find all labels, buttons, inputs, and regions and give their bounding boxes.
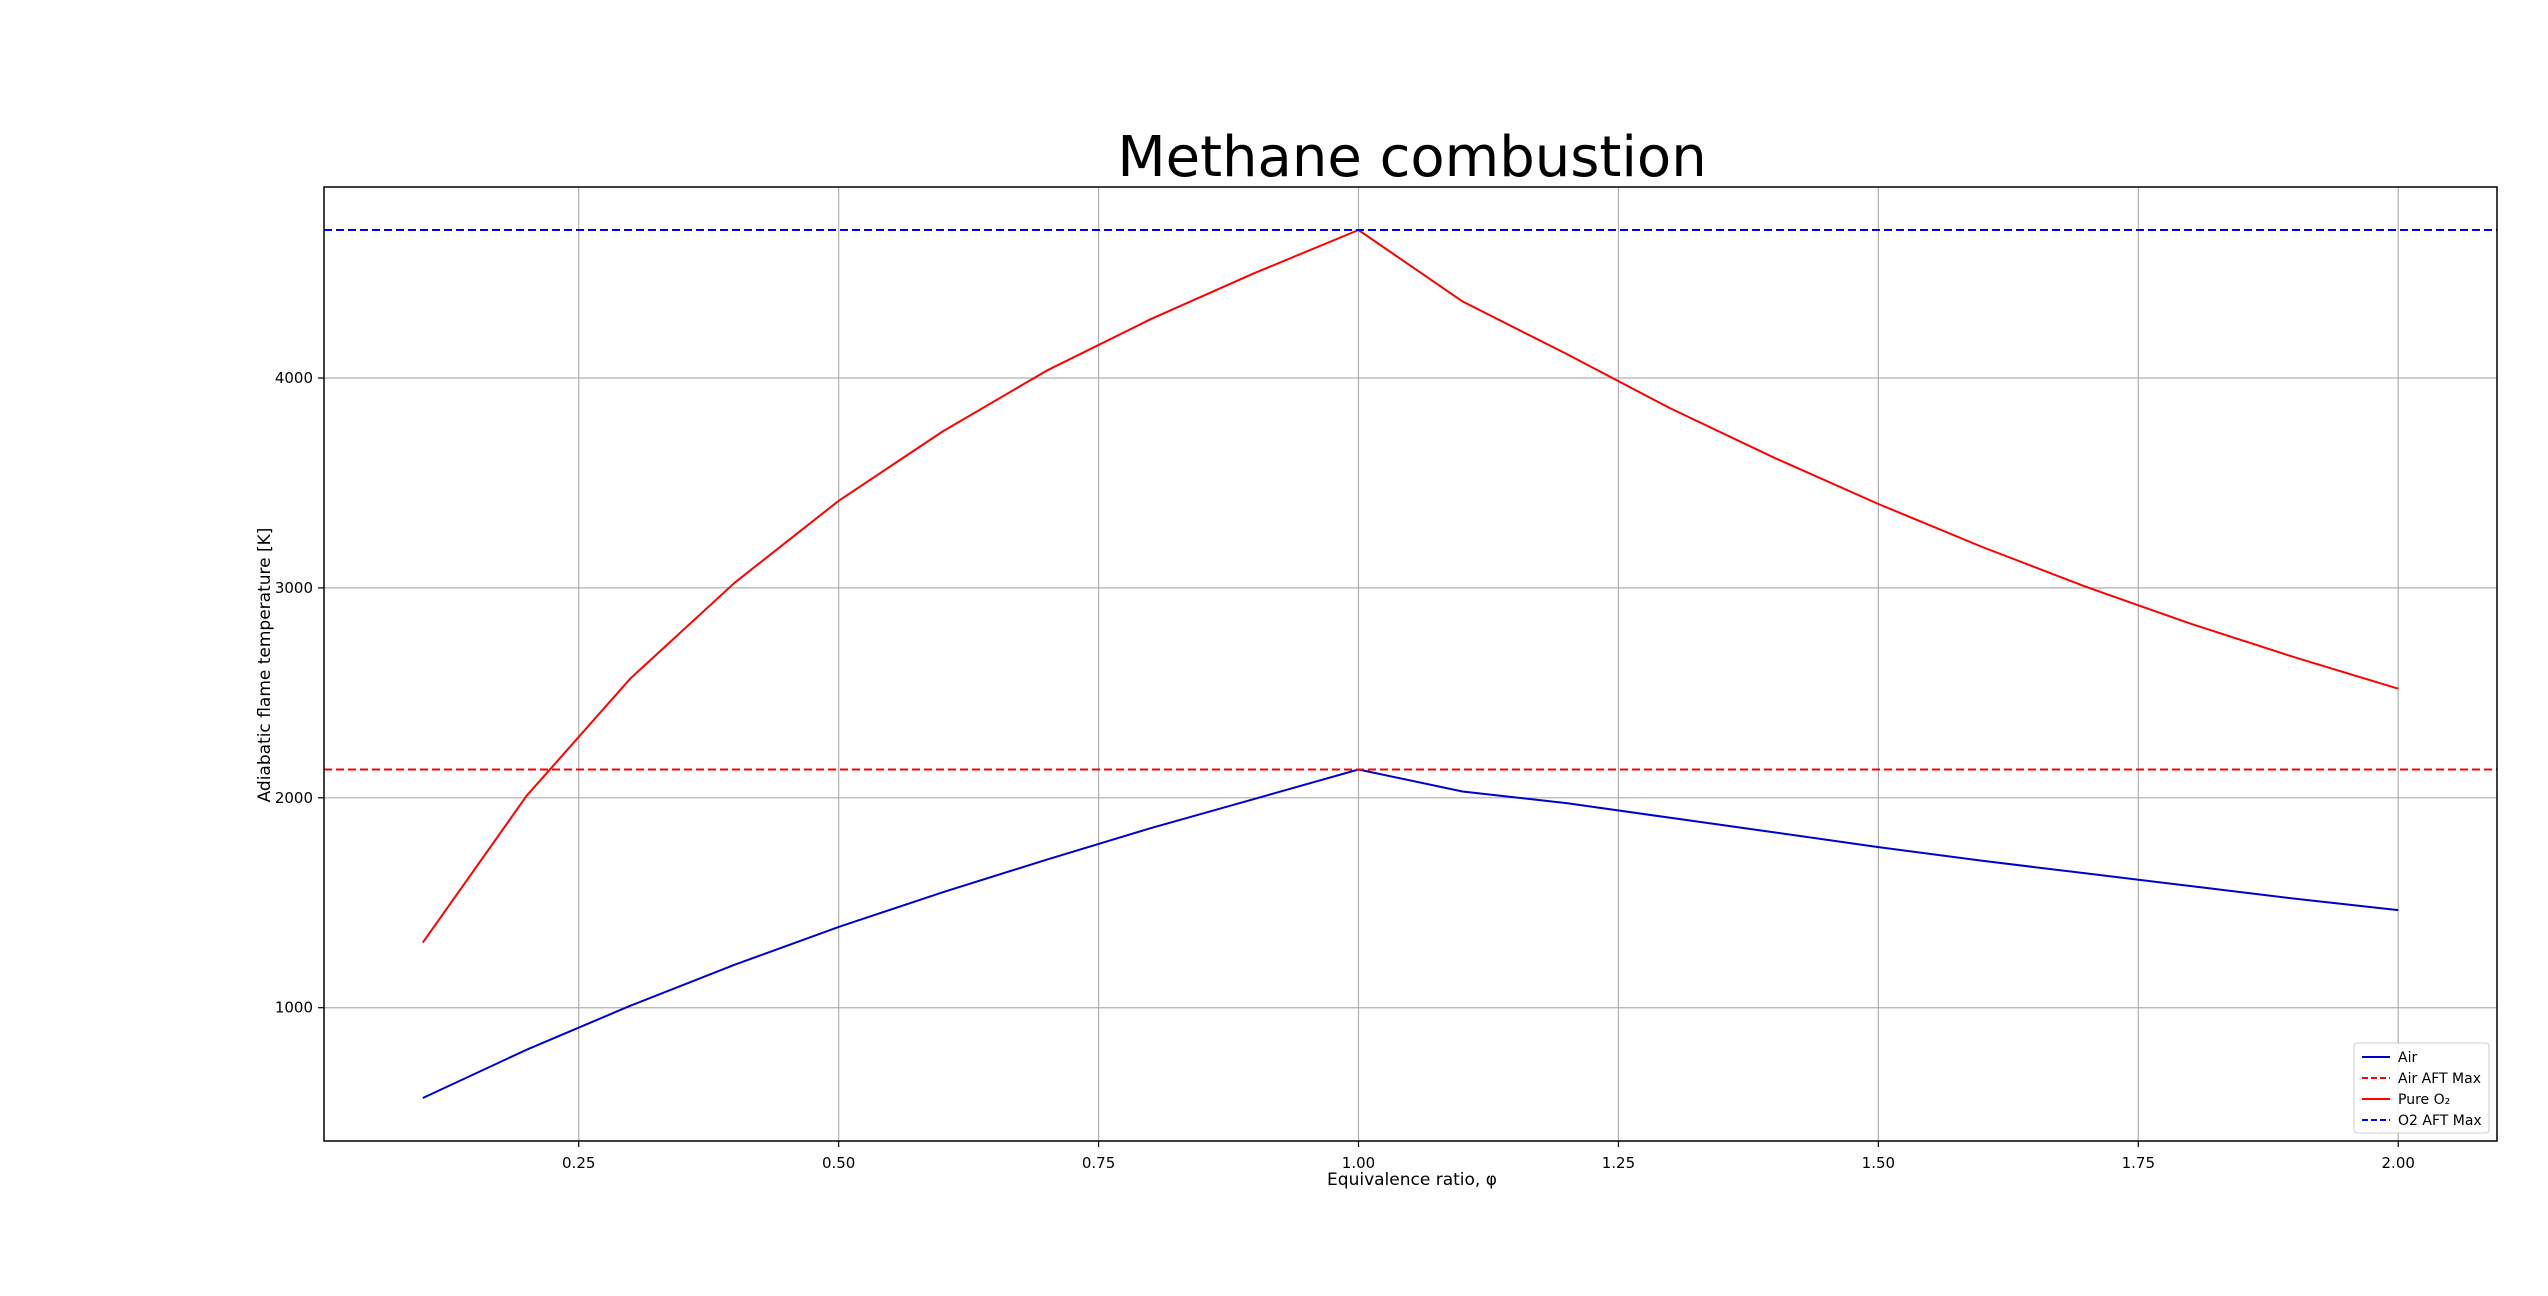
legend-entry: Air AFT Max	[2398, 1071, 2481, 1087]
legend: Air Air AFT Max Pure O₂ O2 AFT Max	[2353, 1042, 2490, 1134]
series-lines	[324, 229, 2497, 1099]
x-tick-label: 0.75	[1082, 1154, 1115, 1172]
y-tick-label: 1000	[275, 999, 313, 1017]
x-tick-label: 0.50	[822, 1154, 855, 1172]
x-tick-label: 1.25	[1602, 1154, 1635, 1172]
chart-title: Methane combustion	[1117, 125, 1706, 190]
plot-area	[323, 186, 2498, 1142]
legend-entry: Pure O₂	[2398, 1092, 2450, 1108]
series-pure-o	[421, 229, 2399, 944]
y-axis: 1000 2000 3000 4000	[275, 369, 324, 1017]
y-tick-label: 2000	[275, 789, 313, 807]
y-tick-label: 4000	[275, 369, 313, 387]
x-axis: 0.25 0.50 0.75 1.00 1.25 1.50 1.75 2.00	[562, 1141, 2415, 1172]
x-tick-label: 2.00	[2382, 1154, 2415, 1172]
series-air	[422, 768, 2399, 1099]
x-axis-label: Equivalence ratio, φ	[1327, 1170, 1497, 1190]
y-tick-label: 3000	[275, 579, 313, 597]
y-axis-label: Adiabatic flame temperature [K]	[255, 528, 275, 803]
legend-box	[2353, 1042, 2490, 1134]
x-tick-label: 1.75	[2122, 1154, 2155, 1172]
legend-entry: Air	[2398, 1050, 2417, 1066]
x-tick-label: 0.25	[562, 1154, 595, 1172]
x-tick-label: 1.00	[1342, 1154, 1375, 1172]
legend-entry: O2 AFT Max	[2398, 1113, 2482, 1129]
x-tick-label: 1.50	[1862, 1154, 1895, 1172]
